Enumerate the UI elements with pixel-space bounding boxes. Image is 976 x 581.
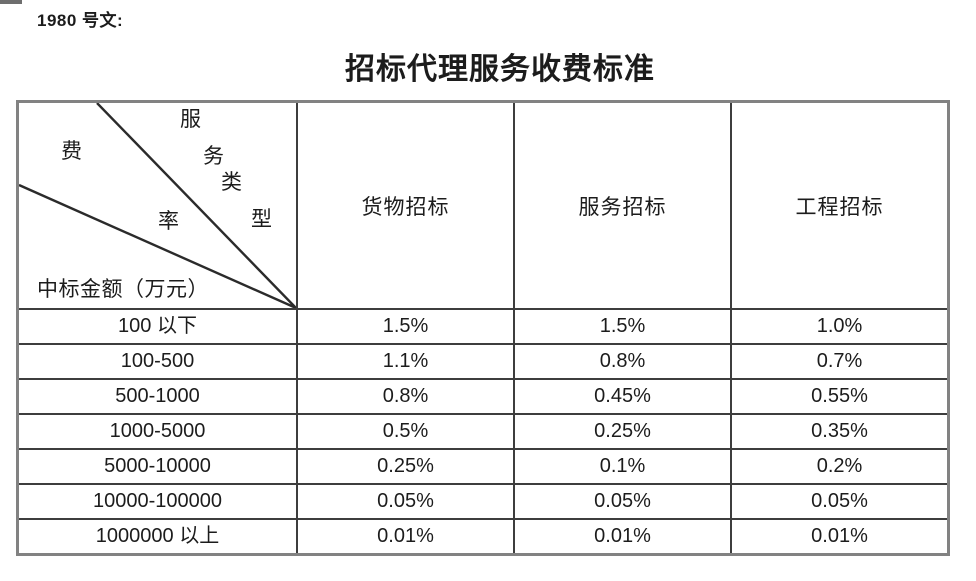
fee-value-cell: 0.01% xyxy=(513,520,730,553)
doc-ref-label: 1980 号文: xyxy=(37,11,124,30)
fee-standard-table: 服 费 务 类 率 型 中标金额（万元） 货物招标 服务招标 工程招标 100 … xyxy=(16,100,950,556)
service-type-char: 务 xyxy=(203,144,224,168)
row-range-label: 100-500 xyxy=(120,350,195,372)
row-range-label: 1000-5000 xyxy=(109,420,206,442)
fee-value-cell: 0.8% xyxy=(296,380,513,413)
table-row: 100-500 1.1% 0.8% 0.7% xyxy=(19,343,947,378)
fee-value-cell: 0.35% xyxy=(730,415,947,448)
row-range-label: 100 以下 xyxy=(118,315,197,337)
fee-value-cell: 1.0% xyxy=(730,310,947,343)
row-range-label: 5000-10000 xyxy=(104,455,211,477)
diagonal-corner-cell: 服 费 务 类 率 型 中标金额（万元） xyxy=(19,103,296,308)
fee-value-cell: 0.7% xyxy=(730,345,947,378)
fee-value-cell: 0.25% xyxy=(513,415,730,448)
table-row: 500-1000 0.8% 0.45% 0.55% xyxy=(19,378,947,413)
table-row: 5000-10000 0.25% 0.1% 0.2% xyxy=(19,448,947,483)
fee-value-cell: 1.5% xyxy=(296,310,513,343)
fee-value-cell: 0.25% xyxy=(296,450,513,483)
fee-value-cell: 0.01% xyxy=(730,520,947,553)
fee-value-cell: 0.5% xyxy=(296,415,513,448)
fee-rate-char: 率 xyxy=(158,209,179,233)
fee-value-cell: 0.55% xyxy=(730,380,947,413)
row-range-label: 10000-100000 xyxy=(92,490,222,512)
column-header-goods: 货物招标 xyxy=(296,103,513,308)
service-type-char: 类 xyxy=(221,170,242,194)
fee-value-cell: 1.5% xyxy=(513,310,730,343)
row-range-label: 500-1000 xyxy=(115,385,200,407)
table-row: 10000-100000 0.05% 0.05% 0.05% xyxy=(19,483,947,518)
fee-value-cell: 0.01% xyxy=(296,520,513,553)
service-type-char: 型 xyxy=(251,207,272,231)
table-row: 1000000 以上 0.01% 0.01% 0.01% xyxy=(19,518,947,553)
diagonal-divider-lines-icon xyxy=(19,103,296,308)
fee-value-cell: 0.1% xyxy=(513,450,730,483)
service-type-char: 服 xyxy=(180,107,201,131)
column-header-services: 服务招标 xyxy=(513,103,730,308)
fee-value-cell: 0.45% xyxy=(513,380,730,413)
fee-value-cell: 0.05% xyxy=(296,485,513,518)
page-edge-artifact xyxy=(0,0,22,4)
column-header-engineering: 工程招标 xyxy=(730,103,947,308)
table-row: 100 以下 1.5% 1.5% 1.0% xyxy=(19,308,947,343)
fee-value-cell: 0.05% xyxy=(730,485,947,518)
fee-value-cell: 0.8% xyxy=(513,345,730,378)
fee-value-cell: 1.1% xyxy=(296,345,513,378)
fee-value-cell: 0.05% xyxy=(513,485,730,518)
table-body: 100 以下 1.5% 1.5% 1.0% 100-500 1.1% 0.8% … xyxy=(19,308,947,553)
fee-value-cell: 0.2% xyxy=(730,450,947,483)
table-row: 1000-5000 0.5% 0.25% 0.35% xyxy=(19,413,947,448)
table-header-row: 服 费 务 类 率 型 中标金额（万元） 货物招标 服务招标 工程招标 xyxy=(19,103,947,308)
row-range-label: 1000000 以上 xyxy=(95,525,220,547)
amount-axis-label: 中标金额（万元） xyxy=(37,277,209,301)
page-title: 招标代理服务收费标准 xyxy=(345,53,655,86)
fee-rate-char: 费 xyxy=(61,139,82,163)
